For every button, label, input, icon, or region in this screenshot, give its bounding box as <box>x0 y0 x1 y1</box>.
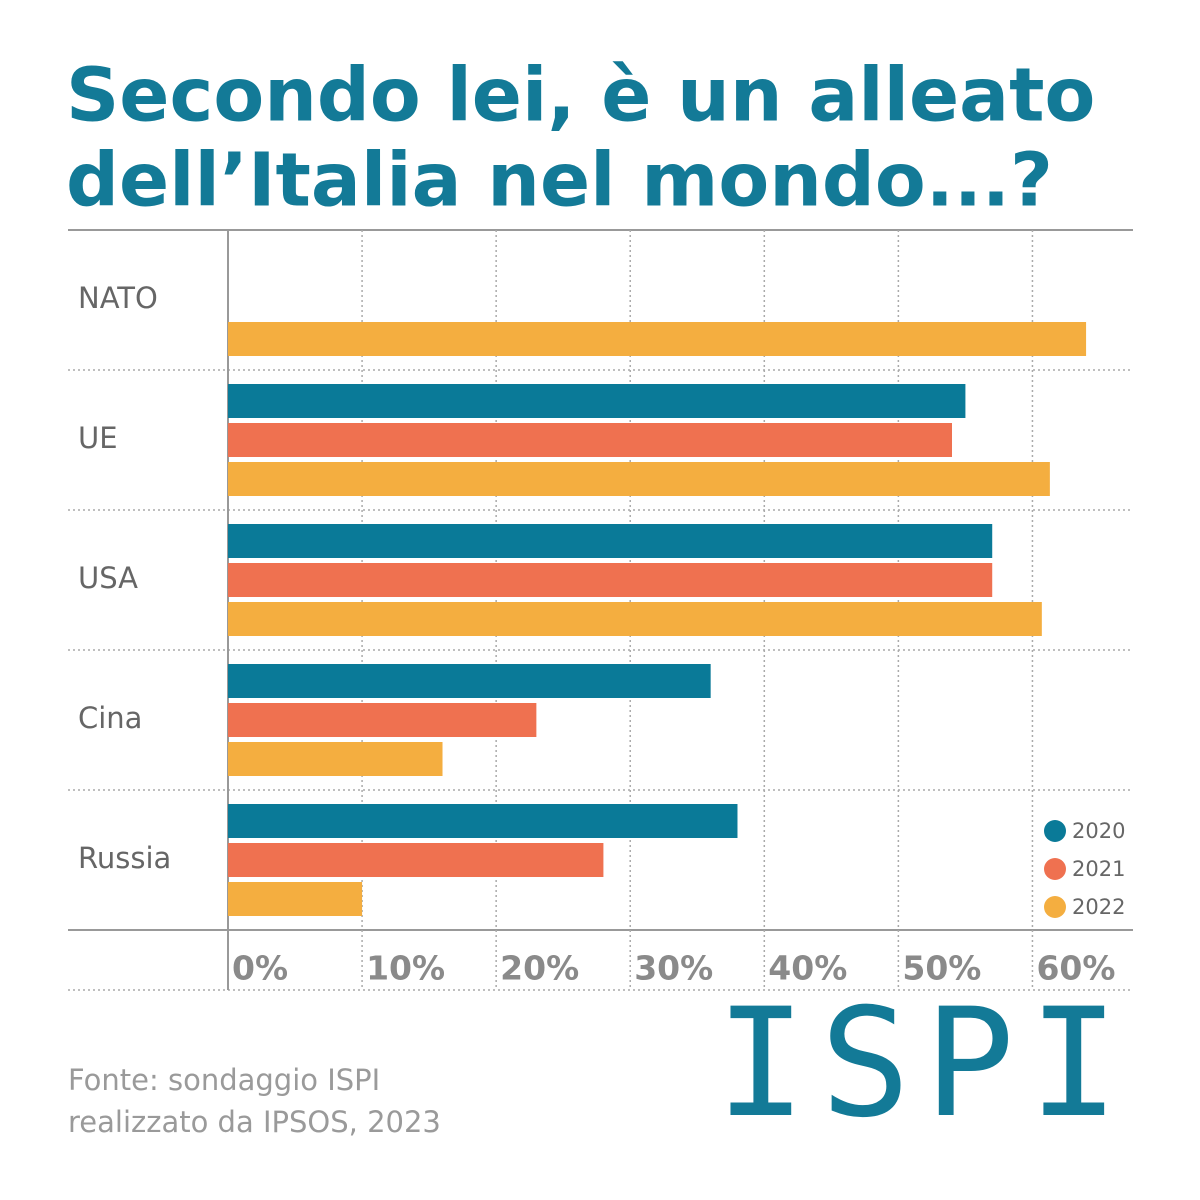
bar <box>228 664 711 698</box>
legend-label: 2020 <box>1072 819 1125 843</box>
legend-label: 2022 <box>1072 895 1125 919</box>
bar <box>228 843 604 877</box>
legend-swatch <box>1044 858 1066 880</box>
x-tick-label: 0% <box>232 949 288 988</box>
legend-swatch <box>1044 896 1066 918</box>
bar <box>228 742 443 776</box>
bar <box>228 384 966 418</box>
chart-title: dell’Italia nel mondo...? <box>66 138 1053 224</box>
bar <box>228 804 738 838</box>
x-tick-label: 40% <box>768 949 847 988</box>
y-tick-label: Cina <box>78 701 142 735</box>
bar <box>228 524 993 558</box>
bar <box>228 602 1042 636</box>
bar <box>228 563 993 597</box>
bar <box>228 882 363 916</box>
source: Fonte: sondaggio ISPI <box>68 1063 380 1097</box>
x-tick-label: 60% <box>1036 949 1115 988</box>
y-tick-label: UE <box>78 421 118 455</box>
x-tick-label: 50% <box>902 949 981 988</box>
x-tick-label: 20% <box>500 949 579 988</box>
source: realizzato da IPSOS, 2023 <box>68 1105 441 1139</box>
chart-title: Secondo lei, è un alleato <box>66 53 1095 139</box>
legend-label: 2021 <box>1072 857 1125 881</box>
bar <box>228 322 1087 356</box>
logo: ISPI <box>716 977 1133 1151</box>
bar <box>228 703 537 737</box>
bar <box>228 462 1050 496</box>
y-tick-label: Russia <box>78 841 171 875</box>
x-tick-label: 10% <box>366 949 445 988</box>
legend-swatch <box>1044 820 1066 842</box>
bar <box>228 423 952 457</box>
y-tick-label: NATO <box>78 281 158 315</box>
x-tick-label: 30% <box>634 949 713 988</box>
y-tick-label: USA <box>78 561 138 595</box>
